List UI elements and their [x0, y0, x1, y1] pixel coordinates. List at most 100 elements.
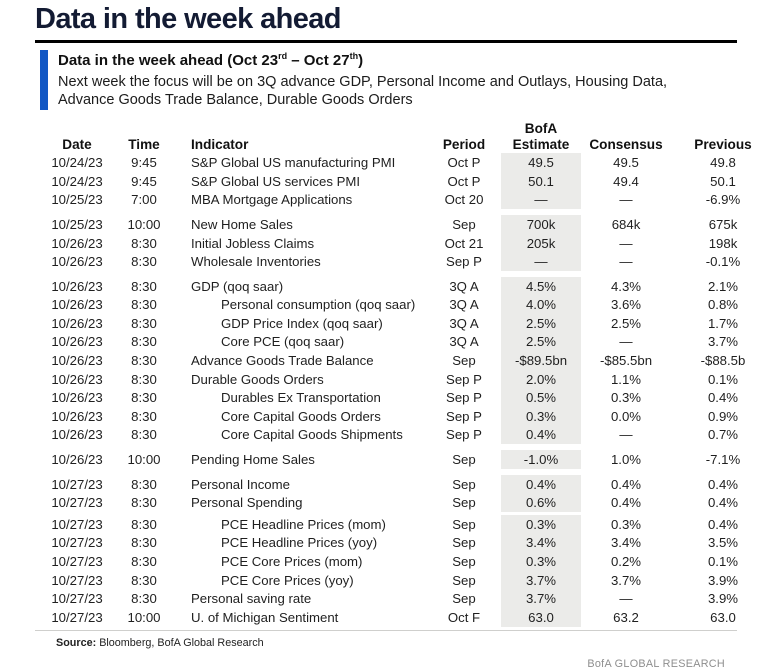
row-time: 8:30	[131, 334, 157, 350]
row-consensus: 0.2%	[610, 554, 642, 569]
row-time: 8:30	[131, 495, 157, 511]
table-header-top: BofA	[35, 121, 737, 136]
row-previous: -6.9%	[705, 192, 741, 208]
row-previous: 3.7%	[707, 334, 739, 350]
row-previous: -7.1%	[705, 452, 741, 468]
row-previous: 0.9%	[707, 408, 739, 424]
row-time: 7:00	[131, 192, 157, 208]
table-row: 10/24/23 9:45 S&P Global US services PMI…	[35, 171, 737, 191]
row-consensus: 63.2	[613, 609, 639, 625]
row-period: 3Q A	[449, 315, 479, 331]
row-bofa-estimate: 0.3%	[501, 515, 581, 534]
row-bofa-estimate: 2.5%	[501, 314, 581, 333]
table-row: 10/26/23 8:30 Wholesale Inventories Sep …	[35, 252, 740, 271]
row-period: Sep	[452, 591, 476, 607]
row-date: 10/24/23	[51, 173, 103, 189]
row-date: 10/27/23	[51, 535, 103, 551]
row-period: Sep	[452, 495, 476, 511]
row-bofa-estimate: 0.6%	[501, 493, 581, 513]
table-row: 10/26/23 8:30 Advance Goods Trade Balanc…	[35, 351, 745, 370]
table-row: 10/27/23 8:30 PCE Core Prices (yoy) Sep …	[35, 570, 738, 590]
row-date: 10/26/23	[51, 371, 103, 387]
row-previous: 63.0	[710, 609, 736, 625]
row-consensus: 3.6%	[610, 297, 642, 313]
table-row: 10/27/23 8:30 PCE Headline Prices (yoy) …	[35, 533, 738, 553]
row-consensus: 2.5%	[610, 315, 642, 331]
row-period: Oct P	[447, 155, 481, 171]
row-previous: 0.4%	[707, 495, 739, 511]
row-bofa-estimate: 3.7%	[501, 570, 581, 590]
row-time: 8:30	[131, 353, 157, 369]
row-consensus: —	[619, 235, 633, 251]
row-consensus: 3.7%	[610, 572, 642, 588]
row-date: 10/26/23	[51, 278, 103, 294]
row-date: 10/27/23	[51, 591, 103, 607]
row-period: Sep	[452, 572, 476, 588]
row-date: 10/26/23	[51, 353, 103, 369]
row-consensus: —	[619, 254, 633, 270]
row-date: 10/26/23	[51, 390, 103, 406]
row-bofa-estimate: 63.0	[501, 607, 581, 627]
column-header-time: Time	[128, 137, 160, 153]
row-previous: 0.4%	[707, 390, 739, 406]
economic-calendar-table: BofA Date Time Indicator Period Estimate…	[35, 121, 752, 631]
row-date: 10/27/23	[51, 572, 103, 588]
row-indicator: PCE Core Prices (mom)	[221, 554, 363, 569]
row-indicator: Wholesale Inventories	[191, 254, 321, 270]
row-time: 8:30	[131, 235, 157, 251]
row-consensus: 0.0%	[610, 408, 642, 424]
row-time: 8:30	[131, 408, 157, 424]
row-bofa-estimate: 0.3%	[501, 407, 581, 426]
row-indicator: MBA Mortgage Applications	[191, 192, 353, 208]
row-time: 8:30	[131, 572, 157, 588]
table-row: 10/26/23 10:00 Pending Home Sales Sep -1…	[35, 450, 740, 469]
row-consensus: 0.4%	[610, 495, 642, 511]
source-label: Source:	[56, 636, 97, 649]
row-indicator: PCE Headline Prices (yoy)	[221, 535, 378, 551]
row-indicator: Durables Ex Transportation	[221, 390, 381, 406]
row-time: 10:00	[127, 452, 161, 468]
row-indicator: Personal consumption (qoq saar)	[221, 297, 416, 313]
row-indicator: U. of Michigan Sentiment	[191, 609, 339, 625]
row-period: Sep P	[446, 427, 482, 443]
row-bofa-estimate: 0.4%	[501, 425, 581, 445]
row-period: Oct F	[447, 609, 481, 625]
table-row: 10/27/23 8:30 Personal Income Sep 0.4% 0…	[35, 474, 738, 494]
row-time: 8:30	[131, 591, 157, 607]
source-text: Bloomberg, BofA Global Research	[96, 636, 264, 649]
row-indicator: GDP Price Index (qoq saar)	[221, 315, 383, 331]
row-date: 10/26/23	[51, 408, 103, 424]
row-previous: 675k	[708, 216, 738, 232]
row-previous: 3.9%	[707, 591, 739, 607]
row-indicator: Initial Jobless Claims	[191, 235, 315, 251]
row-period: Sep	[452, 353, 476, 369]
ordinal-superscript: th	[349, 50, 359, 61]
row-bofa-estimate: 2.0%	[501, 369, 581, 389]
row-indicator: Advance Goods Trade Balance	[191, 353, 374, 369]
row-consensus: 4.3%	[610, 278, 642, 294]
row-consensus: —	[619, 591, 633, 607]
row-previous: 50.1	[710, 173, 736, 189]
row-bofa-estimate: 4.5%	[501, 276, 581, 296]
column-header-estimate: Estimate	[512, 137, 570, 153]
row-bofa-estimate: 0.4%	[501, 474, 581, 494]
row-period: Sep	[452, 216, 476, 232]
table-row: 10/26/23 8:30 GDP Price Index (qoq saar)…	[35, 314, 738, 333]
row-period: 3Q A	[449, 334, 479, 350]
row-indicator: Core Capital Goods Orders	[221, 408, 381, 424]
row-period: Sep P	[446, 408, 482, 424]
row-bofa-estimate: 3.7%	[501, 589, 581, 608]
row-period: Oct P	[447, 173, 481, 189]
row-consensus: 49.4	[613, 173, 639, 189]
row-bofa-estimate: —	[501, 252, 581, 271]
row-bofa-estimate: 4.0%	[501, 295, 581, 315]
row-consensus: 49.5	[613, 155, 639, 171]
row-date: 10/26/23	[51, 315, 103, 331]
row-date: 10/24/23	[51, 155, 103, 171]
row-previous: -$88.5b	[700, 353, 746, 369]
row-time: 8:30	[131, 315, 157, 331]
row-indicator: PCE Headline Prices (mom)	[221, 516, 386, 532]
row-time: 8:30	[131, 297, 157, 313]
column-header-previous: Previous	[694, 137, 752, 153]
row-date: 10/27/23	[51, 495, 103, 511]
